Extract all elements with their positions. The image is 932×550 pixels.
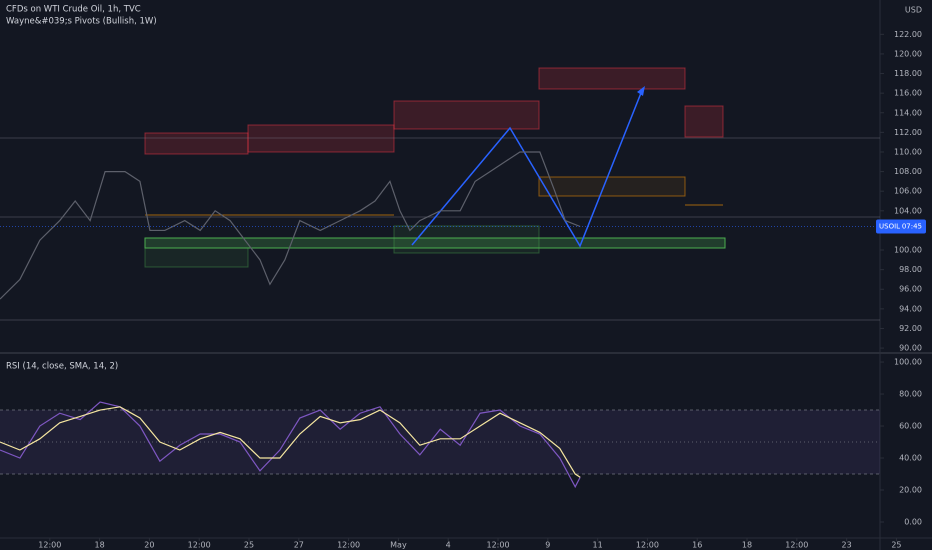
- y-tick-label: 106.00: [894, 187, 922, 196]
- y-tick-label: 116.00: [894, 89, 922, 98]
- x-tick-label: 11: [593, 541, 603, 550]
- y-tick-label: 40.00: [899, 454, 922, 463]
- x-tick-label: 20: [144, 541, 154, 550]
- data-line: [0, 406, 581, 478]
- x-tick-label: 12:00: [337, 541, 360, 550]
- y-tick-label: 92.00: [899, 324, 922, 333]
- chart-title: CFDs on WTI Crude Oil, 1h, TVC: [6, 5, 141, 15]
- y-tick-label: 60.00: [899, 422, 922, 431]
- x-tick-label: 25: [891, 541, 901, 550]
- y-tick-label: 104.00: [894, 206, 922, 215]
- x-tick-label: 12:00: [38, 541, 61, 550]
- y-tick-label: 100.00: [894, 246, 922, 255]
- y-tick-label: 96.00: [899, 285, 922, 294]
- data-line: [0, 151, 581, 300]
- y-tick-label: 98.00: [899, 265, 922, 274]
- x-tick-label: 18: [95, 541, 105, 550]
- symbol-label: USOIL: [879, 222, 900, 230]
- zigzag-drawing: [411, 87, 644, 248]
- price-marker: [876, 219, 926, 234]
- y-tick-label: 114.00: [894, 108, 922, 117]
- x-tick-label: May: [390, 541, 407, 550]
- y-tick-label: 20.00: [899, 486, 922, 495]
- countdown-label: 07:45: [902, 222, 922, 230]
- indicator-title: Wayne&#039;s Pivots (Bullish, 1W): [6, 17, 157, 27]
- x-tick-label: 18: [742, 541, 752, 550]
- x-tick-label: 9: [545, 541, 550, 550]
- y-tick-label: 90.00: [899, 344, 922, 353]
- y-tick-label: 118.00: [894, 69, 922, 78]
- x-tick-label: 12:00: [785, 541, 808, 550]
- x-tick-label: 16: [692, 541, 702, 550]
- y-tick-label: 100.00: [894, 358, 922, 367]
- x-tick-label: 12:00: [486, 541, 509, 550]
- y-tick-label: 110.00: [894, 147, 922, 156]
- x-tick-label: 4: [446, 541, 451, 550]
- y-tick-label: 112.00: [894, 128, 922, 137]
- y-tick-label: 122.00: [894, 30, 922, 39]
- y-tick-label: 0.00: [904, 518, 922, 527]
- y-tick-label: 120.00: [894, 49, 922, 58]
- rsi-title: RSI (14, close, SMA, 14, 2): [6, 362, 118, 372]
- y-tick-label: 80.00: [899, 390, 922, 399]
- currency-label: USD: [905, 6, 922, 15]
- x-tick-label: 12:00: [188, 541, 211, 550]
- x-tick-label: 27: [294, 541, 304, 550]
- x-tick-label: 23: [842, 541, 852, 550]
- data-line: [0, 401, 581, 489]
- x-tick-label: 25: [244, 541, 254, 550]
- arrow-head: [637, 86, 645, 96]
- y-tick-label: 94.00: [899, 304, 922, 313]
- y-tick-label: 108.00: [894, 167, 922, 176]
- x-tick-label: 12:00: [636, 541, 659, 550]
